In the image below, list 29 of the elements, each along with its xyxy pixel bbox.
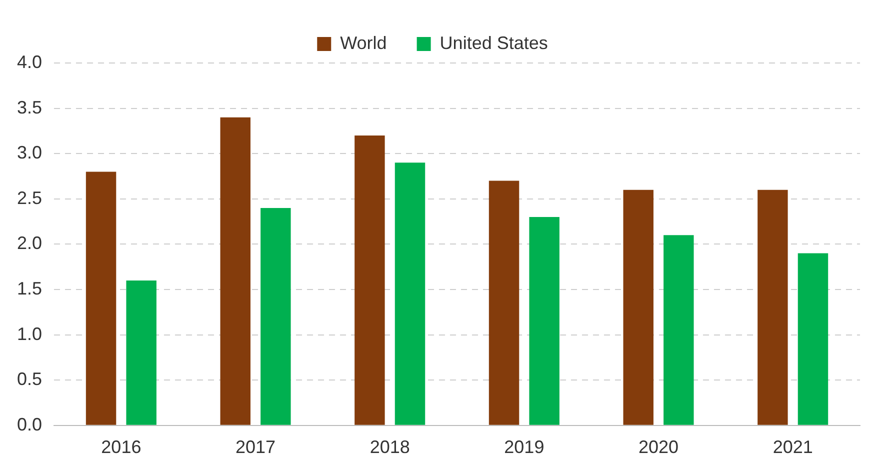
x-tick-label: 2016 (101, 437, 142, 458)
bar (798, 253, 828, 425)
x-tick-label: 2021 (772, 437, 813, 458)
y-tick-label: 0.0 (16, 414, 42, 434)
x-tick-label: 2020 (638, 437, 679, 458)
x-tick-label: 2017 (235, 437, 276, 458)
bar (394, 162, 426, 425)
bar (260, 208, 291, 425)
y-tick-label: 2.0 (16, 233, 42, 254)
bar (529, 217, 560, 425)
bar (623, 190, 654, 425)
bar (758, 190, 788, 425)
y-tick-label: 1.0 (16, 324, 42, 344)
x-tick-label: 2019 (504, 437, 544, 458)
bar (126, 280, 156, 425)
bar (488, 180, 520, 425)
bar (86, 172, 116, 425)
bar (354, 135, 385, 425)
y-tick-label: 0.5 (16, 369, 42, 390)
bar (220, 117, 250, 425)
x-tick-label: 2018 (370, 437, 410, 458)
bar (664, 235, 694, 425)
y-tick-label: 3.0 (16, 142, 42, 163)
y-tick-label: 4.0 (16, 52, 42, 72)
y-tick-label: 2.5 (16, 188, 42, 208)
y-tick-label: 1.5 (16, 278, 42, 298)
legend-label: World (340, 32, 387, 53)
legend-label: United States (440, 32, 548, 53)
y-tick-label: 3.5 (16, 97, 42, 118)
